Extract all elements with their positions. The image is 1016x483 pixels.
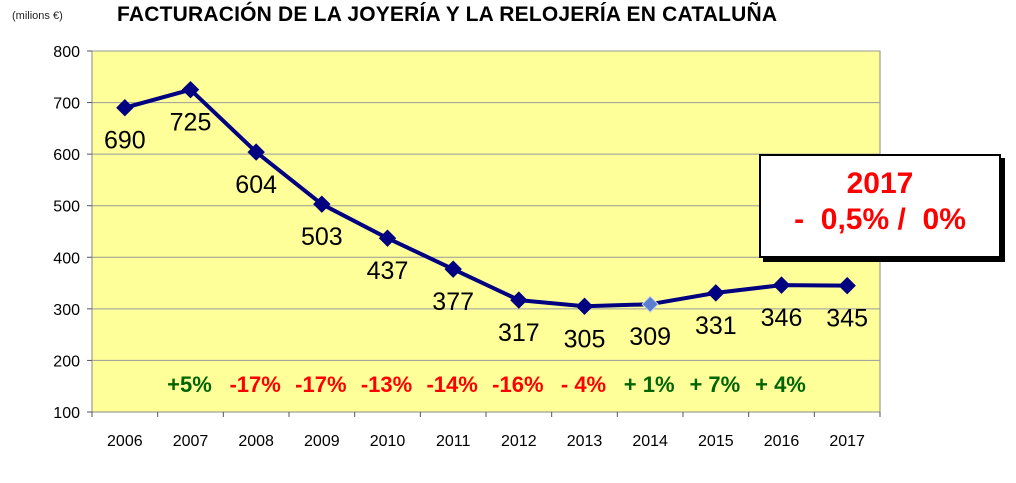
data-point-marker bbox=[444, 260, 462, 278]
x-tick-label: 2008 bbox=[238, 433, 274, 450]
y-tick-label: 100 bbox=[53, 405, 80, 422]
data-label: 437 bbox=[367, 257, 409, 285]
y-tick-label: 800 bbox=[53, 44, 80, 61]
data-point-marker bbox=[378, 229, 397, 247]
data-point-marker bbox=[641, 295, 659, 313]
growth-label: + 7% bbox=[689, 372, 740, 397]
data-label: 725 bbox=[170, 109, 212, 137]
data-point-marker bbox=[247, 143, 265, 161]
callout-year: 2017 bbox=[846, 167, 914, 200]
x-tick-label: 2015 bbox=[698, 433, 734, 450]
data-label: 690 bbox=[104, 127, 146, 155]
growth-label: - 4% bbox=[561, 372, 606, 397]
data-label: 345 bbox=[826, 305, 868, 333]
data-label: 309 bbox=[629, 323, 671, 351]
x-tick-label: 2006 bbox=[107, 433, 143, 450]
data-label: 305 bbox=[564, 325, 606, 353]
x-tick-label: 2013 bbox=[567, 433, 603, 450]
x-tick-label: 2009 bbox=[304, 433, 340, 450]
x-tick-label: 2016 bbox=[764, 433, 800, 450]
data-label: 503 bbox=[301, 223, 343, 251]
data-label: 317 bbox=[498, 319, 540, 347]
data-label: 604 bbox=[235, 171, 277, 199]
growth-label: -16% bbox=[492, 372, 543, 397]
data-point-marker bbox=[116, 99, 134, 117]
y-tick-label: 500 bbox=[53, 199, 80, 216]
y-tick-label: 400 bbox=[53, 250, 80, 267]
x-tick-label: 2017 bbox=[829, 433, 865, 450]
y-tick-label: 300 bbox=[53, 302, 80, 319]
chart-title: FACTURACIÓN DE LA JOYERÍA Y LA RELOJERÍA… bbox=[117, 3, 778, 26]
growth-label: + 1% bbox=[624, 372, 675, 397]
data-point-marker bbox=[575, 297, 594, 315]
data-point-marker bbox=[772, 276, 791, 294]
growth-label: +5% bbox=[167, 372, 212, 397]
x-tick-label: 2012 bbox=[501, 433, 537, 450]
x-tick-label: 2010 bbox=[370, 433, 406, 450]
x-tick-label: 2007 bbox=[173, 433, 209, 450]
series-line bbox=[124, 87, 848, 309]
data-point-marker bbox=[838, 276, 856, 295]
growth-label: + 4% bbox=[755, 372, 806, 397]
plot-area bbox=[91, 50, 881, 413]
data-label: 377 bbox=[432, 288, 474, 316]
y-tick-label: 600 bbox=[53, 147, 80, 164]
data-point-marker bbox=[707, 284, 725, 302]
y-tick-label: 200 bbox=[53, 353, 80, 370]
callout-change: - 0,5% / 0% bbox=[794, 203, 966, 236]
x-tick-label: 2014 bbox=[632, 433, 668, 450]
unit-label: (milions €) bbox=[12, 10, 63, 22]
data-label: 331 bbox=[695, 312, 737, 340]
growth-label: -13% bbox=[361, 372, 412, 397]
growth-label: -17% bbox=[229, 372, 280, 397]
data-point-marker bbox=[510, 291, 528, 309]
growth-label: -17% bbox=[295, 372, 346, 397]
data-label: 346 bbox=[761, 304, 803, 332]
y-tick-label: 700 bbox=[53, 96, 80, 113]
data-point-marker bbox=[181, 80, 200, 99]
data-point-marker bbox=[313, 195, 331, 213]
x-tick-label: 2011 bbox=[436, 433, 471, 450]
summary-callout: 2017 - 0,5% / 0% bbox=[759, 154, 1001, 258]
growth-label: -14% bbox=[426, 372, 477, 397]
